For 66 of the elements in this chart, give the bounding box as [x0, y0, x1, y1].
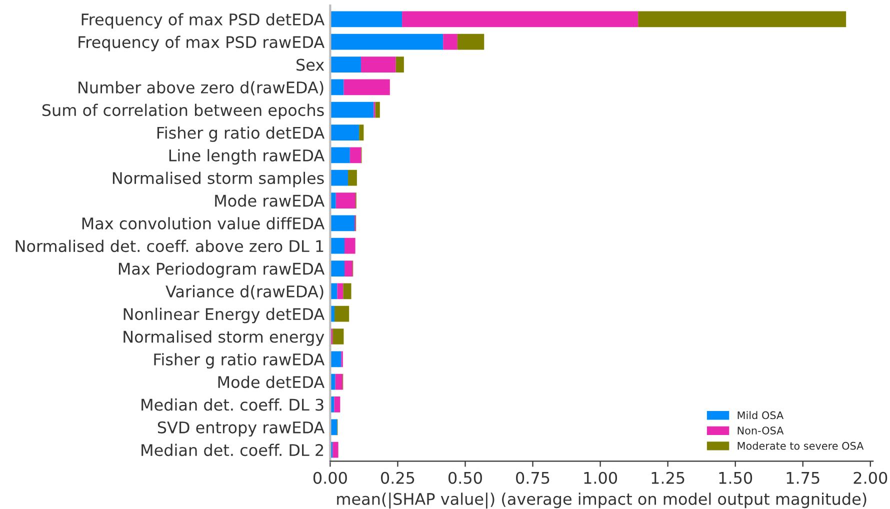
y-tick-label: Frequency of max PSD detEDA	[82, 13, 324, 29]
bar	[457, 34, 484, 50]
x-tick-label: 1.25	[652, 472, 684, 484]
y-tick-label: SVD entropy rawEDA	[158, 421, 324, 437]
bar	[335, 374, 343, 390]
bar	[330, 260, 345, 276]
bar	[344, 79, 390, 96]
bar	[332, 328, 344, 344]
bar	[360, 56, 396, 72]
bar	[359, 124, 364, 140]
bar	[337, 283, 344, 300]
x-tick-label: 0.75	[516, 472, 550, 484]
bar	[330, 124, 360, 140]
bar	[344, 238, 356, 254]
bar	[330, 56, 361, 72]
bar	[336, 192, 356, 208]
bar	[330, 351, 342, 368]
x-tick-label: 0.50	[448, 472, 482, 484]
x-tick-label: 2.00	[854, 472, 888, 484]
bar	[330, 170, 348, 186]
legend-label: Mild OSA	[738, 411, 784, 420]
y-tick-label: Normalised storm energy	[124, 330, 324, 346]
y-tick-label: Variance d(rawEDA)	[166, 285, 324, 300]
bar	[330, 34, 444, 50]
bar	[638, 11, 846, 28]
bar	[332, 442, 338, 458]
bar	[330, 215, 354, 232]
bar	[330, 102, 374, 118]
x-tick-label: 0.25	[380, 472, 414, 484]
bar	[343, 283, 352, 300]
x-tick-label: 1.75	[786, 472, 820, 484]
y-tick-label: Frequency of max PSD rawEDA	[78, 36, 325, 52]
bar	[350, 147, 362, 164]
y-tick-label: Line length rawEDA	[169, 149, 325, 165]
y-tick-label: Sum of correlation between epochs	[42, 104, 324, 120]
bar	[334, 396, 340, 412]
bar	[443, 34, 458, 50]
bar	[330, 79, 344, 96]
y-tick-label: Max convolution value diffEDA	[82, 217, 324, 230]
x-tick-label: 1.50	[719, 472, 752, 484]
y-tick-label: Max Periodogram rawEDA	[118, 262, 324, 278]
y-tick-label: Mode rawEDA	[215, 194, 324, 207]
y-tick-label: Normalised det. coeff. above zero DL 1	[16, 240, 324, 252]
x-tick-label: 1.00	[584, 472, 618, 484]
y-tick-label: Fisher g ratio detEDA	[157, 126, 325, 142]
bar	[334, 306, 350, 322]
legend-label: Moderate to severe OSA	[738, 442, 864, 450]
legend-label: Non-OSA	[738, 426, 784, 434]
y-tick-label: Normalised storm samples	[112, 172, 324, 188]
y-tick-label: Mode detEDA	[218, 376, 324, 388]
y-tick-label: Number above zero d(rawEDA)	[78, 81, 324, 96]
y-tick-label: Median det. coeff. DL 2	[142, 444, 324, 456]
bar	[330, 238, 345, 254]
y-tick-label: Median det. coeff. DL 3	[142, 398, 324, 411]
bar	[375, 102, 380, 118]
bar	[396, 56, 404, 72]
bar	[344, 260, 353, 276]
x-axis-title: mean(|SHAP value|) (average impact on model output magnitude)	[337, 492, 866, 509]
x-tick-label: 0.00	[313, 472, 347, 484]
bar	[402, 11, 638, 28]
bar	[330, 11, 402, 28]
bar	[348, 170, 357, 186]
bar	[330, 147, 350, 164]
y-tick-label: Nonlinear Energy detEDA	[124, 308, 324, 324]
y-tick-label: Fisher g ratio rawEDA	[154, 353, 325, 369]
y-tick-label: Sex	[296, 58, 324, 71]
